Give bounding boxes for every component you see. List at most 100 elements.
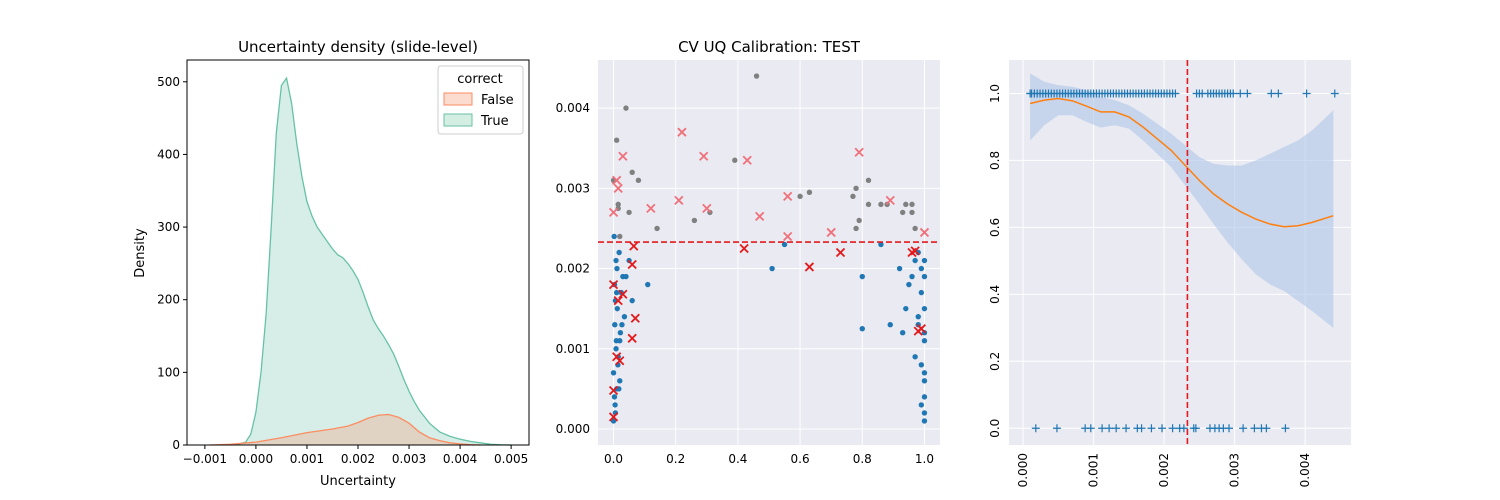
logistic-panel: 0.000 0.001 0.002 0.003 0.004 0.0 0.2 0.4 0.6 0.…: [988, 60, 1351, 487]
calibration-point: [918, 402, 925, 408]
calibration-point: [909, 273, 915, 280]
calibration-point: [614, 265, 620, 272]
calibration-point: [613, 346, 619, 352]
calibration-point: [853, 225, 859, 232]
logistic-y-tick-label: 1.0: [988, 84, 1002, 103]
calibration-point: [797, 193, 803, 200]
calibration-point: [856, 217, 862, 224]
calibration-point: [909, 201, 915, 208]
calibration-x-marker: [835, 247, 846, 258]
calibration-point: [918, 362, 925, 368]
calibration-y-tick-label: 0.002: [556, 262, 590, 276]
logistic-plus-marker: [1052, 424, 1061, 433]
logistic-y-tick-label: 0.4: [988, 285, 1002, 304]
calibration-x-marker: [674, 195, 684, 206]
calibration-point: [629, 169, 635, 175]
calibration-point: [903, 305, 909, 312]
logistic-y-tick-label: 0.2: [988, 352, 1002, 371]
calibration-point: [635, 177, 642, 184]
calibration-point: [623, 105, 629, 111]
calibration-x-marker: [615, 356, 625, 366]
calibration-x-marker: [613, 295, 623, 306]
calibration-point: [615, 201, 621, 208]
logistic-plus-marker: [1179, 424, 1188, 433]
logistic-plus-marker: [1122, 424, 1131, 433]
calibration-point: [899, 330, 906, 336]
calibration-x-marker: [739, 243, 749, 254]
calibration-point: [850, 193, 856, 200]
logistic-plus-marker: [1236, 89, 1245, 98]
calibration-point: [921, 378, 928, 384]
calibration-point: [614, 305, 620, 312]
calibration-point: [613, 257, 619, 264]
logistic-plus-marker: [1086, 424, 1095, 433]
calibration-panel: CV UQ Calibration: TEST 0.0 0.2 0.4 0.6 0.8 1…: [556, 38, 940, 466]
calibration-plot-background: [598, 60, 940, 445]
calibration-point: [912, 354, 918, 360]
calibration-point: [617, 330, 624, 336]
density-x-tick-label: 0.001: [290, 452, 324, 466]
logistic-plus-marker: [1239, 424, 1248, 433]
density-area-false: [209, 414, 481, 445]
calibration-point: [629, 297, 635, 304]
calibration-x-marker: [618, 151, 628, 161]
calibration-point: [878, 241, 884, 248]
calibration-point: [613, 137, 620, 143]
calibration-x-marker: [608, 412, 619, 422]
logistic-plus-marker: [1191, 424, 1200, 433]
logistic-x-tick-label: 0.001: [1087, 453, 1101, 487]
logistic-plus-marker: [1330, 89, 1339, 98]
logistic-plus-marker: [1302, 89, 1311, 98]
calibration-point: [626, 209, 632, 216]
calibration-point: [878, 201, 884, 208]
calibration-point: [921, 273, 928, 280]
calibration-point: [610, 418, 617, 424]
logistic-plus-marker: [1158, 424, 1167, 433]
logistic-plus-marker: [1281, 424, 1290, 433]
density-x-tick-label: 0.000: [239, 452, 273, 466]
calibration-point: [613, 338, 620, 344]
density-y-tick-label: 400: [157, 147, 180, 161]
legend-swatch-true: [443, 113, 473, 127]
calibration-x-marker: [783, 191, 793, 201]
calibration-point: [865, 177, 872, 184]
density-x-tick-label: 0.003: [392, 452, 426, 466]
calibration-x-marker: [613, 183, 623, 193]
calibration-x-marker: [627, 259, 637, 270]
calibration-point: [918, 289, 925, 296]
logistic-y-tick-label: 0.6: [988, 218, 1002, 237]
calibration-y-tick-label: 0.004: [556, 101, 590, 115]
density-y-tick-label: 300: [157, 220, 180, 234]
calibration-point: [781, 241, 788, 248]
calibration-point: [859, 273, 865, 280]
calibration-point: [899, 209, 906, 216]
density-x-axis-label: Uncertainty: [320, 474, 396, 489]
calibration-x-tick-label: 0.8: [853, 452, 872, 466]
logistic-confidence-band: [1030, 73, 1334, 328]
legend-title: correct: [457, 72, 503, 87]
calibration-point: [691, 217, 698, 224]
calibration-x-marker: [627, 333, 637, 343]
calibration-point: [806, 189, 813, 196]
legend-label-false: False: [481, 93, 514, 108]
calibration-x-marker: [755, 211, 765, 222]
calibration-x-marker: [910, 246, 920, 256]
calibration-x-marker: [646, 203, 656, 214]
calibration-point: [645, 281, 651, 288]
calibration-point: [853, 185, 859, 192]
calibration-x-marker: [804, 262, 815, 272]
calibration-point: [896, 265, 903, 272]
calibration-point: [619, 321, 625, 328]
logistic-plus-marker: [1250, 424, 1259, 433]
calibration-x-marker: [702, 203, 712, 214]
calibration-x-marker: [885, 195, 895, 206]
calibration-y-tick-label: 0.000: [556, 422, 590, 436]
logistic-plus-marker: [1262, 424, 1271, 433]
calibration-point: [915, 313, 921, 320]
logistic-x-tick-label: 0.003: [1228, 453, 1242, 487]
density-curve-false: [209, 413, 481, 446]
calibration-point: [912, 225, 918, 232]
calibration-x-tick-label: 0.6: [791, 452, 810, 466]
calibration-x-tick-label: 0.4: [728, 452, 747, 466]
